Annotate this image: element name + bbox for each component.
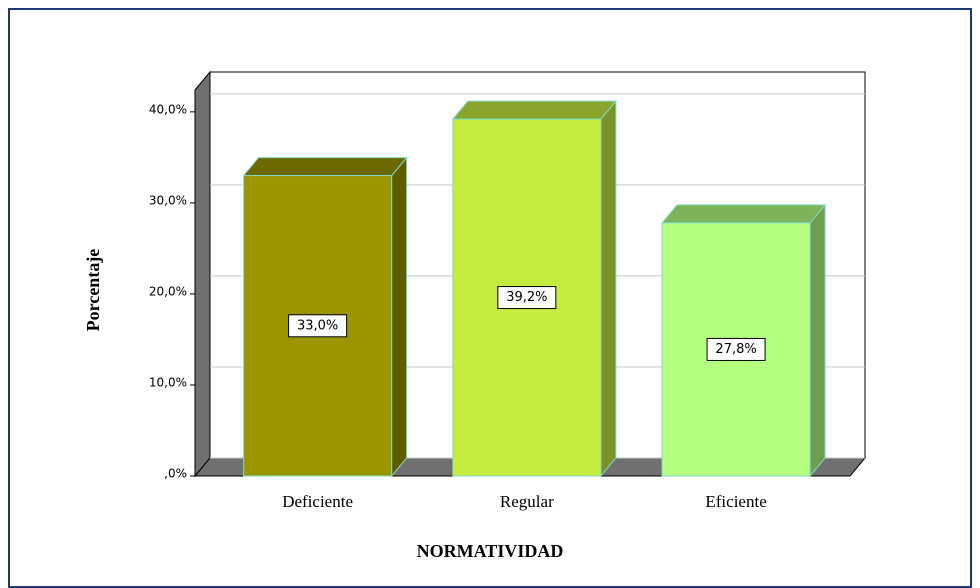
bar-side <box>600 99 617 478</box>
y-tick-label: 10,0% <box>149 375 187 389</box>
value-label: 27,8% <box>715 342 756 357</box>
x-tick-label: Regular <box>500 492 554 511</box>
value-label: 39,2% <box>506 290 547 305</box>
x-tick-label: Eficiente <box>705 492 766 511</box>
left-wall <box>194 70 211 478</box>
value-label-box <box>706 337 766 361</box>
bar-top <box>661 204 827 224</box>
y-tick-label: ,0% <box>164 467 187 481</box>
bar-side <box>809 203 826 478</box>
bar-side <box>391 156 408 478</box>
x-tick-label: Deficiente <box>282 492 353 511</box>
y-tick-label: 30,0% <box>149 193 187 207</box>
y-tick-label: 40,0% <box>149 102 187 116</box>
y-axis-title: Porcentaje <box>83 249 103 332</box>
y-tick-label: 20,0% <box>149 284 187 298</box>
value-label: 33,0% <box>297 318 338 333</box>
value-label-box <box>288 314 348 338</box>
bar-top <box>451 100 617 120</box>
value-label-box <box>497 286 557 310</box>
x-axis-title: NORMATIVIDAD <box>417 541 564 561</box>
bar-top <box>242 157 408 177</box>
